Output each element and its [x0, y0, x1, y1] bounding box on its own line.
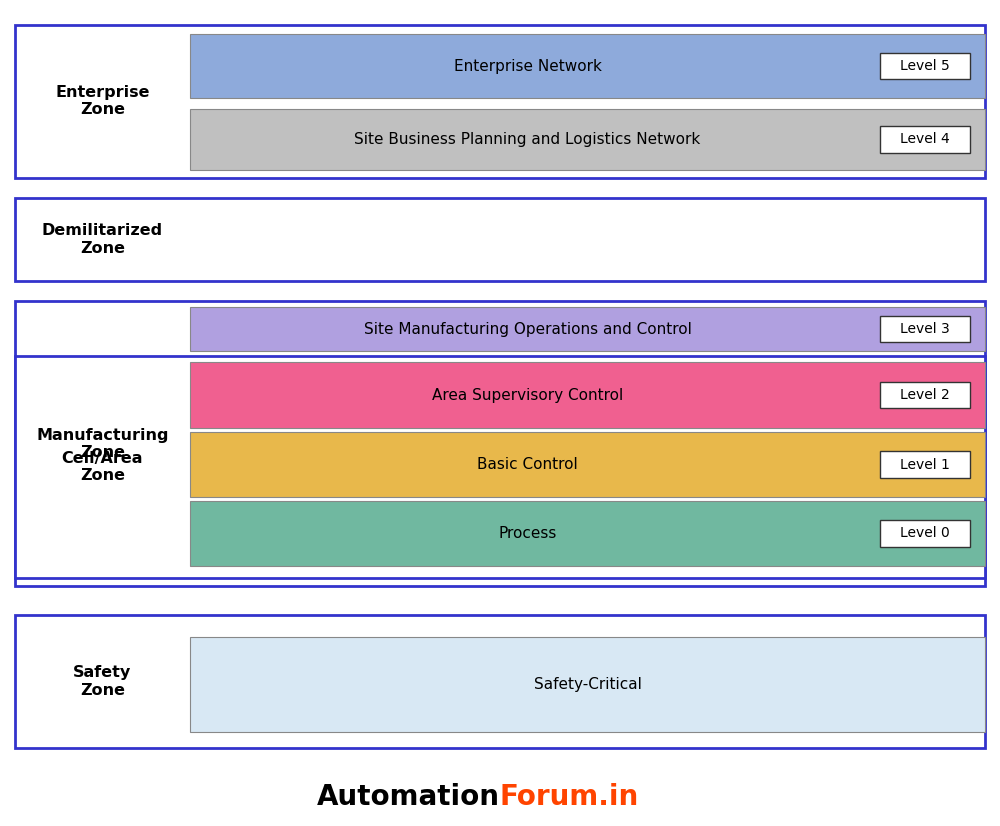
Text: Site Manufacturing Operations and Control: Site Manufacturing Operations and Contro…	[364, 322, 691, 337]
Bar	[15, 198, 985, 281]
Bar	[880, 382, 970, 408]
Text: Area Supervisory Control: Area Supervisory Control	[432, 387, 623, 402]
Text: Basic Control: Basic Control	[477, 457, 578, 472]
Text: Level 1: Level 1	[900, 458, 950, 472]
Text: Level 5: Level 5	[900, 59, 950, 73]
Bar	[15, 301, 985, 586]
Text: Enterprise
Zone: Enterprise Zone	[55, 85, 150, 117]
Text: Cell/Area
Zone: Cell/Area Zone	[62, 450, 143, 483]
Text: Process: Process	[498, 526, 557, 541]
Text: Enterprise Network: Enterprise Network	[454, 59, 601, 74]
Text: Forum.in: Forum.in	[500, 783, 639, 811]
Text: Demilitarized
Zone: Demilitarized Zone	[42, 223, 163, 256]
Text: Safety
Zone: Safety Zone	[73, 665, 132, 698]
Bar	[190, 34, 985, 98]
Text: Level 2: Level 2	[900, 388, 950, 402]
Text: Level 3: Level 3	[900, 322, 950, 336]
Bar	[880, 451, 970, 477]
Bar	[190, 109, 985, 170]
Bar	[15, 25, 985, 178]
Bar	[880, 126, 970, 153]
Text: Site Business Planning and Logistics Network: Site Business Planning and Logistics Net…	[354, 132, 701, 147]
Bar	[15, 615, 985, 748]
Bar	[190, 307, 985, 351]
Bar	[190, 363, 985, 428]
Bar	[880, 53, 970, 79]
Bar	[880, 520, 970, 547]
Text: Safety-Critical: Safety-Critical	[534, 676, 641, 691]
Bar	[15, 356, 985, 578]
Bar	[880, 316, 970, 343]
Text: Level 4: Level 4	[900, 132, 950, 146]
Bar	[190, 501, 985, 566]
Text: Automation: Automation	[317, 783, 500, 811]
Bar	[190, 432, 985, 496]
Bar	[190, 637, 985, 732]
Text: Level 0: Level 0	[900, 526, 950, 540]
Text: Manufacturing
Zone: Manufacturing Zone	[36, 428, 169, 460]
